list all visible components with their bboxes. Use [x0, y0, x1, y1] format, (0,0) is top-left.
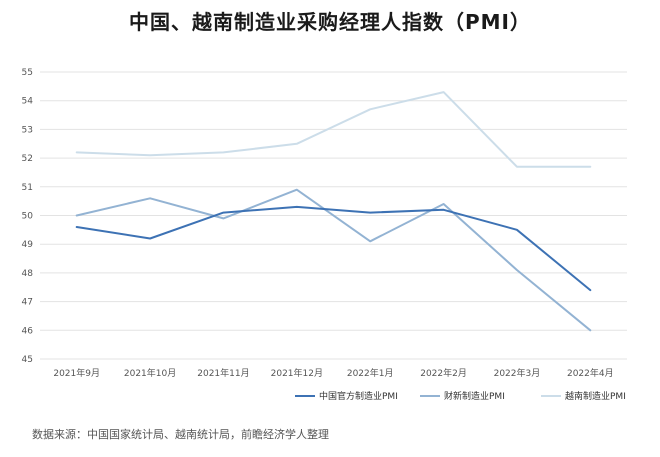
x-tick-label: 2021年10月	[124, 367, 176, 379]
legend-item-1: 财新制造业PMI	[420, 390, 505, 402]
series-line-0	[75, 205, 592, 292]
y-tick-label: 52	[22, 154, 33, 164]
y-tick-label: 53	[22, 125, 33, 135]
x-tick-label: 2022年2月	[420, 367, 467, 379]
y-tick-label: 55	[22, 68, 33, 78]
y-tick-label: 48	[22, 269, 34, 279]
y-tick-label: 51	[22, 183, 33, 193]
y-tick-label: 47	[22, 298, 33, 308]
legend-label: 财新制造业PMI	[444, 390, 505, 402]
x-tick-label: 2022年4月	[567, 367, 614, 379]
legend-item-2: 越南制造业PMI	[541, 390, 626, 402]
x-tick-label: 2022年3月	[494, 367, 541, 379]
gridlines	[40, 71, 627, 360]
source-note: 数据来源：中国国家统计局、越南统计局，前瞻经济学人整理	[32, 428, 329, 441]
series-line-1	[75, 188, 592, 332]
x-tick-label: 2021年12月	[271, 367, 323, 379]
x-tick-label: 2021年9月	[53, 367, 100, 379]
y-tick-label: 50	[22, 212, 34, 222]
y-tick-label: 46	[22, 326, 34, 336]
x-tick-label: 2022年1月	[347, 367, 394, 379]
y-tick-label: 54	[22, 97, 34, 107]
y-axis-ticks: 45 46 47 48 49 50 51 52 53 54 55	[22, 68, 34, 365]
y-tick-label: 49	[22, 240, 34, 250]
series-line-2	[75, 91, 592, 168]
legend-item-0: 中国官方制造业PMI	[295, 390, 398, 402]
legend: 中国官方制造业PMI 财新制造业PMI 越南制造业PMI	[295, 390, 626, 402]
series-lines	[75, 91, 592, 332]
legend-label: 越南制造业PMI	[565, 390, 626, 402]
x-tick-label: 2021年11月	[197, 367, 249, 379]
legend-label: 中国官方制造业PMI	[319, 390, 398, 402]
chart-title: 中国、越南制造业采购经理人指数（PMI）	[128, 10, 531, 34]
x-axis-ticks: 2021年9月 2021年10月 2021年11月 2021年12月 2022年1月 20…	[53, 367, 613, 379]
y-tick-label: 45	[22, 355, 33, 365]
